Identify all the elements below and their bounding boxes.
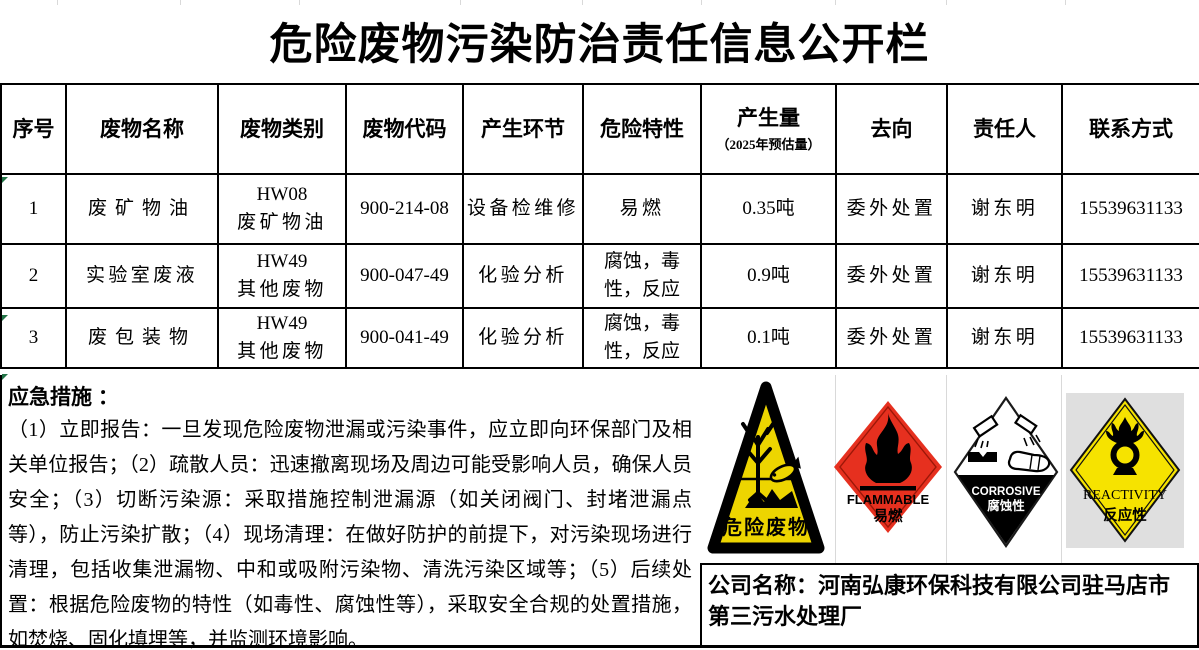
col-header-amount: 产生量 （2025年预估量） <box>700 83 837 175</box>
bottom-section: 应急措施 ： （1）立即报告：一旦发现危险废物泄漏或污染事件，应立即向环保部门及… <box>0 375 1199 650</box>
excel-corner-marker <box>2 315 8 321</box>
flammable-sign-label-en: FLAMMABLE <box>847 492 930 507</box>
amount-header-sub: （2025年预估量） <box>716 136 821 152</box>
gridline <box>946 0 947 5</box>
cell-contact: 15539631133 <box>1061 307 1199 369</box>
category-name: 其他废物 <box>237 341 327 362</box>
hazardous-waste-sign-icon: 危险废物 <box>703 377 829 559</box>
reactivity-sign-label-en: REACTIVITY <box>1083 488 1167 503</box>
excel-corner-marker <box>2 177 8 183</box>
table-row: 3 废包装物 HW49 其他废物 900-041-49 化验分析 腐蚀，毒性，反… <box>0 307 1199 369</box>
page-title: 危险废物污染防治责任信息公开栏 <box>269 22 930 69</box>
hazard-signs-panel: 危险废物 FLAMMABLE 易燃 <box>700 375 1199 563</box>
gridline <box>701 0 702 5</box>
col-header-contact: 联系方式 <box>1061 83 1199 175</box>
col-header-person: 责任人 <box>946 83 1063 175</box>
gridline <box>299 0 300 5</box>
company-name-cell: 公司名称：河南弘康环保科技有限公司驻马店市第三污水处理厂 <box>700 563 1199 648</box>
amount-header-main: 产生量 <box>737 106 800 131</box>
gridline <box>57 0 58 5</box>
reactivity-sign-label-zh: 反应性 <box>1103 506 1147 524</box>
col-header-hazard: 危险特性 <box>582 83 702 175</box>
flammable-sign-label-zh: 易燃 <box>874 507 903 525</box>
category-name: 其他废物 <box>237 279 327 300</box>
cell-amount: 0.1吨 <box>700 307 837 369</box>
hazardous-waste-sign-label: 危险废物 <box>722 515 810 539</box>
cell-amount: 0.35吨 <box>700 173 837 245</box>
company-name-value: 河南弘康环保科技有限公司驻马店市第三污水处理厂 <box>708 573 1171 629</box>
category-code: HW49 <box>256 251 308 273</box>
cell-amount: 0.9吨 <box>700 243 837 309</box>
cell-contact: 15539631133 <box>1061 173 1199 245</box>
corrosive-sign-label-zh: 腐蚀性 <box>987 498 1025 513</box>
corrosive-sign-label-en: CORROSIVE <box>971 486 1040 498</box>
category-name: 废矿物油 <box>237 212 327 233</box>
cell-waste-code: 900-041-49 <box>345 307 464 369</box>
col-header-code: 废物代码 <box>345 83 464 175</box>
gridline <box>180 0 181 5</box>
cell-stage: 化验分析 <box>462 307 584 369</box>
col-header-no: 序号 <box>0 83 67 175</box>
cell-person: 谢东明 <box>946 173 1063 245</box>
emergency-measures-cell: 应急措施 ： （1）立即报告：一旦发现危险废物泄漏或污染事件，应立即向环保部门及… <box>2 375 702 650</box>
cell-destination: 委外处置 <box>835 307 948 369</box>
gridline <box>460 0 461 5</box>
cell-waste-code: 900-047-49 <box>345 243 464 309</box>
gridline <box>835 375 836 563</box>
company-name-label: 公司名称： <box>708 573 819 598</box>
cell-waste-name: 废包装物 <box>65 307 219 369</box>
cell-hazard: 易燃 <box>582 173 702 245</box>
cell-category: HW49 其他废物 <box>217 243 347 309</box>
cell-contact: 15539631133 <box>1061 243 1199 309</box>
emergency-heading: 应急措施 ： <box>8 386 119 409</box>
gridline <box>946 375 947 563</box>
cell-person: 谢东明 <box>946 243 1063 309</box>
cell-waste-code: 900-214-08 <box>345 173 464 245</box>
gridline <box>835 0 836 5</box>
category-code: HW08 <box>256 184 308 206</box>
cell-category: HW49 其他废物 <box>217 307 347 369</box>
col-header-name: 废物名称 <box>65 83 219 175</box>
cell-hazard: 腐蚀，毒性，反应 <box>582 307 702 369</box>
flammable-sign-icon: FLAMMABLE 易燃 <box>834 401 942 533</box>
table-header-row: 序号 废物名称 废物类别 废物代码 产生环节 危险特性 产生量 （2025年预估… <box>0 83 1199 175</box>
col-header-destination: 去向 <box>835 83 948 175</box>
cell-hazard: 腐蚀，毒性，反应 <box>582 243 702 309</box>
col-header-category: 废物类别 <box>217 83 347 175</box>
gridline <box>1061 375 1062 563</box>
cell-stage: 化验分析 <box>462 243 584 309</box>
corrosive-sign-icon: CORROSIVE 腐蚀性 <box>953 396 1059 548</box>
cell-waste-name: 废矿物油 <box>65 173 219 245</box>
gridline <box>582 0 583 5</box>
reactivity-sign-icon: REACTIVITY 反应性 <box>1066 393 1184 548</box>
gridline <box>1065 0 1066 5</box>
cell-waste-name: 实验室废液 <box>65 243 219 309</box>
cell-no: 1 <box>0 173 67 245</box>
emergency-body: （1）立即报告：一旦发现危险废物泄漏或污染事件，应立即向环保部门及相关单位报告；… <box>8 419 692 650</box>
col-header-stage: 产生环节 <box>462 83 584 175</box>
cell-destination: 委外处置 <box>835 243 948 309</box>
waste-info-table: 序号 废物名称 废物类别 废物代码 产生环节 危险特性 产生量 （2025年预估… <box>0 83 1199 369</box>
cell-no: 2 <box>0 243 67 309</box>
cell-category: HW08 废矿物油 <box>217 173 347 245</box>
table-row: 2 实验室废液 HW49 其他废物 900-047-49 化验分析 腐蚀，毒性，… <box>0 243 1199 309</box>
cell-person: 谢东明 <box>946 307 1063 369</box>
excel-corner-marker <box>2 374 8 380</box>
cell-destination: 委外处置 <box>835 173 948 245</box>
table-row: 1 废矿物油 HW08 废矿物油 900-214-08 设备检维修 易燃 0.3… <box>0 173 1199 245</box>
category-code: HW49 <box>256 313 308 335</box>
cell-no: 3 <box>0 307 67 369</box>
cell-stage: 设备检维修 <box>462 173 584 245</box>
